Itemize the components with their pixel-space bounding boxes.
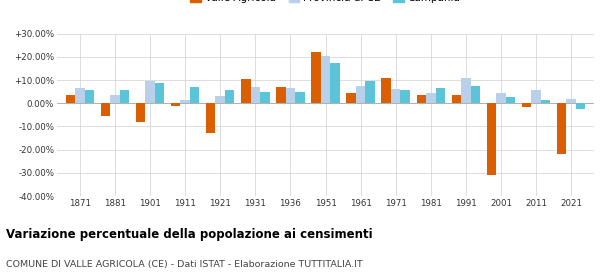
Bar [506, 97, 515, 103]
Bar [241, 79, 251, 103]
Bar [576, 103, 586, 109]
Bar [461, 78, 470, 103]
Text: Variazione percentuale della popolazione ai censimenti: Variazione percentuale della popolazione… [6, 228, 373, 241]
Bar [382, 78, 391, 103]
Legend: Valle Agricola, Provincia di CE, Campania: Valle Agricola, Provincia di CE, Campani… [190, 0, 461, 3]
Bar [496, 93, 506, 103]
Bar [110, 95, 119, 103]
Bar [522, 103, 532, 107]
Bar [215, 96, 225, 103]
Bar [190, 87, 199, 103]
Bar [101, 103, 110, 116]
Bar [452, 95, 461, 103]
Bar [400, 90, 410, 103]
Bar [532, 90, 541, 103]
Bar [251, 87, 260, 103]
Bar [487, 103, 496, 175]
Bar [136, 103, 145, 122]
Bar [330, 63, 340, 103]
Bar [119, 90, 129, 103]
Bar [155, 83, 164, 103]
Bar [65, 95, 75, 103]
Bar [225, 90, 235, 103]
Bar [541, 100, 550, 103]
Bar [311, 52, 321, 103]
Bar [181, 100, 190, 103]
Bar [470, 86, 480, 103]
Text: COMUNE DI VALLE AGRICOLA (CE) - Dati ISTAT - Elaborazione TUTTITALIA.IT: COMUNE DI VALLE AGRICOLA (CE) - Dati IST… [6, 260, 363, 269]
Bar [566, 99, 576, 103]
Bar [286, 88, 295, 103]
Bar [75, 88, 85, 103]
Bar [391, 89, 400, 103]
Bar [356, 86, 365, 103]
Bar [295, 92, 305, 103]
Bar [365, 81, 375, 103]
Bar [346, 93, 356, 103]
Bar [416, 95, 426, 103]
Bar [557, 103, 566, 154]
Bar [426, 93, 436, 103]
Bar [321, 56, 330, 103]
Bar [276, 87, 286, 103]
Bar [85, 90, 94, 103]
Bar [206, 103, 215, 133]
Bar [145, 81, 155, 103]
Bar [171, 103, 181, 106]
Bar [436, 88, 445, 103]
Bar [260, 92, 269, 103]
